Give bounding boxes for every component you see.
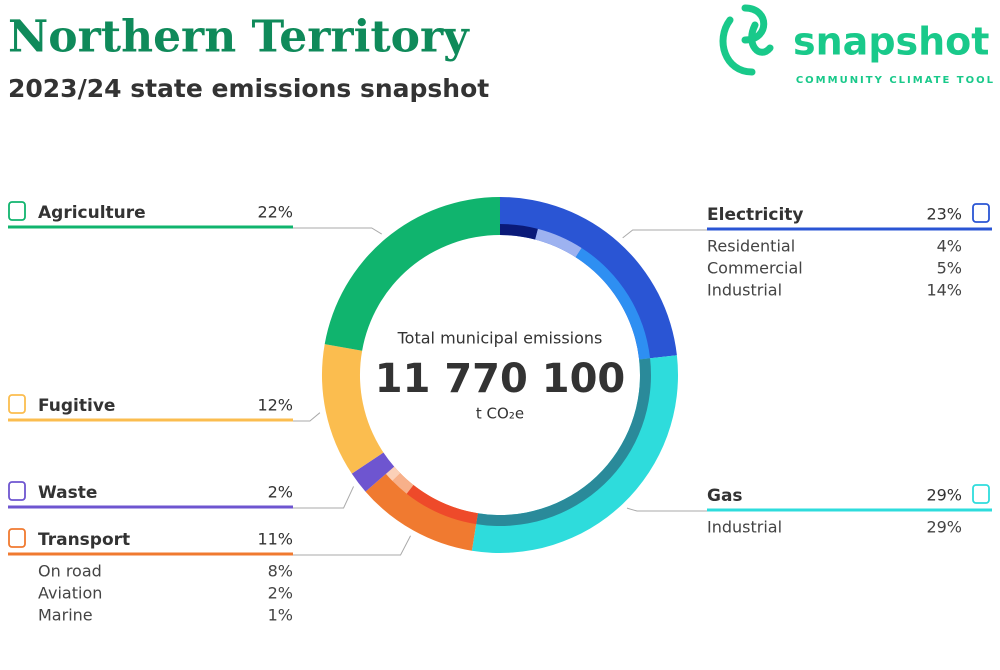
subtitle: 2023/24 state emissions snapshot bbox=[8, 74, 489, 103]
sector-name: Transport bbox=[38, 530, 130, 550]
sector-percent: 2% bbox=[268, 483, 293, 502]
sector-percent: 22% bbox=[257, 203, 293, 222]
subsector-name: Aviation bbox=[38, 584, 102, 603]
subsector-percent: 29% bbox=[926, 518, 962, 537]
sector-arc bbox=[471, 355, 678, 553]
subsector-percent: 5% bbox=[937, 259, 962, 278]
sector-arc bbox=[322, 344, 384, 474]
sector-name: Agriculture bbox=[38, 203, 146, 223]
leader-line bbox=[293, 486, 355, 509]
subsector-name: On road bbox=[38, 562, 102, 581]
subsector-percent: 8% bbox=[268, 562, 293, 581]
subsector-name: Industrial bbox=[707, 518, 782, 537]
sector-icon bbox=[8, 201, 26, 221]
unit: t CO₂e bbox=[476, 405, 524, 423]
sector-icon bbox=[972, 484, 990, 504]
sector-name: Waste bbox=[38, 483, 97, 503]
leader-line bbox=[293, 227, 382, 235]
logo-swirl bbox=[719, 16, 756, 76]
subsector-arc bbox=[500, 224, 538, 240]
sector-icon bbox=[8, 528, 26, 548]
total: 11 770 100 bbox=[375, 356, 626, 402]
title: Northern Territory bbox=[8, 12, 470, 63]
logo-mark bbox=[719, 4, 774, 76]
sector-arc bbox=[351, 452, 395, 492]
subsector-arc bbox=[575, 247, 651, 360]
subsector-name: Marine bbox=[38, 606, 93, 625]
sector-icon bbox=[8, 481, 26, 501]
subsector-arc bbox=[392, 473, 414, 494]
sector-arc bbox=[324, 197, 500, 351]
subsector-name: Commercial bbox=[707, 259, 803, 278]
subsector-percent: 1% bbox=[268, 606, 293, 625]
subsector-percent: 4% bbox=[937, 237, 962, 256]
logo-swirl bbox=[748, 21, 774, 56]
sector-percent: 11% bbox=[257, 530, 293, 549]
sector-name: Electricity bbox=[707, 205, 804, 225]
sector-arc bbox=[365, 466, 478, 551]
sector-percent: 23% bbox=[926, 205, 962, 224]
sector-icon bbox=[8, 394, 26, 414]
sector-icon bbox=[972, 203, 990, 223]
leader-line bbox=[293, 535, 411, 556]
subsector-percent: 14% bbox=[926, 281, 962, 300]
logo-name: snapshot bbox=[793, 20, 989, 64]
subsector-arc bbox=[406, 485, 478, 525]
subsector-arc bbox=[385, 466, 401, 481]
center-label: Total municipal emissions bbox=[397, 329, 603, 348]
leader-line bbox=[622, 229, 707, 239]
leader-line bbox=[626, 507, 707, 512]
subsector-name: Industrial bbox=[707, 281, 782, 300]
leader-line bbox=[293, 412, 321, 422]
subsector-name: Residential bbox=[707, 237, 795, 256]
subsector-arc bbox=[535, 228, 582, 258]
sector-name: Fugitive bbox=[38, 396, 115, 416]
subsector-percent: 2% bbox=[268, 584, 293, 603]
logo-tagline: COMMUNITY CLIMATE TOOL bbox=[796, 75, 995, 86]
sector-percent: 29% bbox=[926, 486, 962, 505]
sector-name: Gas bbox=[707, 486, 743, 506]
sector-percent: 12% bbox=[257, 396, 293, 415]
